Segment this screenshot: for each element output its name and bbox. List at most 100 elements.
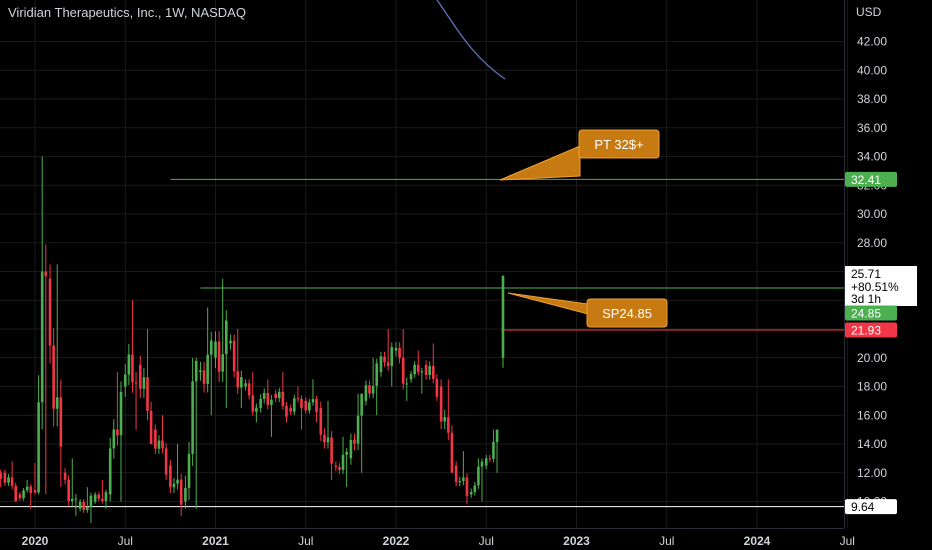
candle-body [289,408,293,412]
candle-body [416,364,420,372]
candle-body [465,477,469,496]
time-tick-label: 2021 [202,534,229,548]
candle-body [232,340,236,372]
candle-body [341,454,345,470]
time-axis[interactable]: 2020 Jul 2021 Jul 2022 Jul 2023 Jul 2024 Jul [22,534,855,548]
candle-body [308,402,311,411]
candle-body [104,492,108,502]
candle-body [89,495,93,507]
candle-body [371,385,375,394]
candle-body [217,341,221,372]
candle-body [349,439,353,459]
candle-body [323,434,326,443]
candle-body [315,399,318,412]
price-tag-label: 32.41 [851,173,881,187]
price-tick-label: 38.00 [857,92,887,106]
candle-body [225,320,228,355]
candle-body [311,399,315,403]
chart-title: Viridian Therapeutics, Inc., 1W, NASDAQ [8,5,246,20]
price-tick-label: 12.00 [857,466,887,480]
candle-body [214,341,217,358]
candle-body [484,458,488,466]
currency-label: USD [856,5,882,19]
candle-body [462,477,465,481]
candle-body [202,370,206,384]
time-tick-label: Jul [298,534,313,548]
candle-body [194,361,198,382]
candle-body [44,271,48,277]
candle-body [161,440,164,449]
candle-body [285,405,288,417]
candle-body [18,494,22,499]
price-tag-label: 21.93 [851,324,881,338]
candle-body [266,392,270,405]
candle-body [7,477,10,483]
price-tick-label: 36.00 [857,121,887,135]
candle-body [259,398,262,409]
candle-body [345,451,348,455]
candle-body [82,502,86,510]
callout-box [586,298,668,328]
candle-body [356,415,360,444]
candle-body [304,400,308,411]
candle-body [409,374,413,380]
price-tag-label: 9.64 [851,500,875,514]
candle-body [255,407,258,412]
chart-callouts[interactable]: PT 32$+ SP24.85 [499,129,668,328]
candle-body [473,485,477,492]
candle-body [439,386,443,422]
candle-body [134,382,138,384]
price-tag-bg [845,499,897,515]
candle-body [296,398,300,400]
last-price-change: +80.51% [851,280,899,294]
candle-body [101,498,104,502]
candle-body [401,357,405,384]
candle-body [149,410,153,444]
candle-body [209,340,213,355]
last-price-countdown: 3d 1h [851,292,881,306]
candle-body [25,486,29,491]
candlestick-series [0,156,505,524]
indicator-curve-line [436,0,506,80]
candle-body [157,440,161,449]
candle-body [164,448,168,475]
price-tags: 25.71+80.51%3d 1h 32.41 24.85 21.93 9.64 [845,171,917,515]
candle-body [375,363,379,386]
candle-body [52,345,55,409]
candle-body [221,354,224,372]
candle-body [199,370,202,373]
candle-body [360,393,363,416]
candle-body [40,271,44,403]
price-tick-label: 34.00 [857,150,887,164]
candle-body [169,465,172,488]
candle-body [262,392,266,399]
candle-body [70,498,74,502]
candle-body [55,397,59,409]
candle-body [495,429,499,443]
candle-body [447,417,450,433]
last-price-value: 25.71 [851,267,881,281]
candle-body [119,391,123,436]
time-tick-label: 2020 [22,534,49,548]
candle-body [154,429,157,449]
callout-pointer [499,145,581,181]
candle-body [405,383,409,385]
candle-body [326,437,330,443]
candle-body [191,381,194,454]
price-tick-label: 14.00 [857,437,887,451]
candle-body [179,479,183,505]
candle-body [368,385,371,394]
candle-body [48,278,52,346]
candle-body [206,354,209,384]
candle-body [127,354,131,375]
candle-body [334,465,338,468]
candle-body [319,408,323,435]
candle-body [97,494,101,499]
candle-body [142,377,146,389]
candle-body [14,486,18,502]
candle-body [244,383,247,387]
candle-body [383,356,386,363]
candle-body [33,490,37,493]
candle-body [492,442,495,459]
